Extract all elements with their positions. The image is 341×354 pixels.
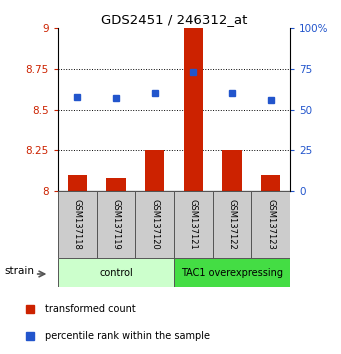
Text: control: control — [99, 268, 133, 278]
Bar — [58, 258, 174, 287]
Bar — [97, 191, 135, 258]
Bar — [58, 191, 97, 258]
Bar — [183, 28, 203, 191]
Text: GSM137123: GSM137123 — [266, 199, 275, 250]
Bar — [174, 191, 212, 258]
Bar — [212, 191, 251, 258]
Title: GDS2451 / 246312_at: GDS2451 / 246312_at — [101, 13, 247, 26]
Bar — [135, 191, 174, 258]
Text: transformed count: transformed count — [45, 304, 136, 314]
Text: strain: strain — [5, 266, 35, 276]
Text: GSM137121: GSM137121 — [189, 199, 198, 250]
Text: GSM137120: GSM137120 — [150, 199, 159, 250]
Bar — [261, 175, 280, 191]
Bar — [145, 150, 164, 191]
Text: TAC1 overexpressing: TAC1 overexpressing — [181, 268, 283, 278]
Text: GSM137119: GSM137119 — [112, 199, 120, 250]
Bar — [222, 150, 241, 191]
Bar — [251, 191, 290, 258]
Bar — [174, 258, 290, 287]
Text: percentile rank within the sample: percentile rank within the sample — [45, 331, 210, 341]
Bar — [106, 178, 125, 191]
Bar — [68, 175, 87, 191]
Text: GSM137118: GSM137118 — [73, 199, 82, 250]
Text: GSM137122: GSM137122 — [227, 199, 236, 250]
